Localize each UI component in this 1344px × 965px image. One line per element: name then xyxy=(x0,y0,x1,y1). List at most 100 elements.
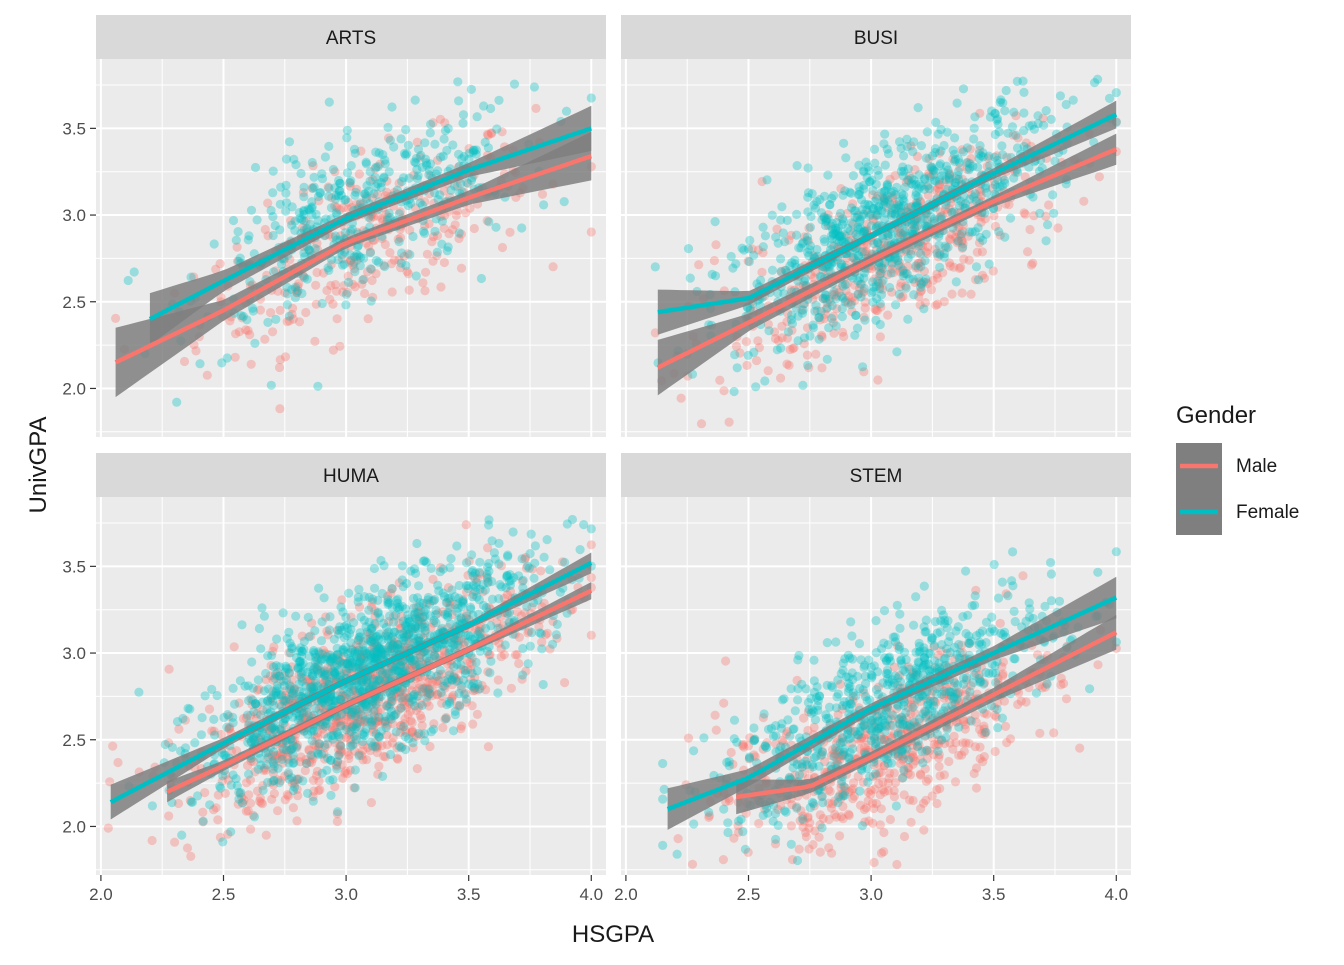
point-male xyxy=(849,778,858,787)
point-male xyxy=(483,130,492,139)
facet-strip-label: BUSI xyxy=(854,28,898,49)
point-female xyxy=(397,134,406,143)
point-female xyxy=(430,227,439,236)
point-male xyxy=(333,314,342,323)
point-female xyxy=(787,315,796,324)
point-male xyxy=(688,860,697,869)
point-female xyxy=(383,123,392,132)
point-female xyxy=(366,636,375,645)
point-male xyxy=(1017,697,1026,706)
point-female xyxy=(298,776,307,785)
point-female xyxy=(445,563,454,572)
point-male xyxy=(436,282,445,291)
point-male xyxy=(936,771,945,780)
point-female xyxy=(711,217,720,226)
point-female xyxy=(931,144,940,153)
point-female xyxy=(332,764,341,773)
point-female xyxy=(418,684,427,693)
point-male xyxy=(967,290,976,299)
point-female xyxy=(943,243,952,252)
point-female xyxy=(440,610,449,619)
point-male xyxy=(241,325,250,334)
point-male xyxy=(367,798,376,807)
point-female xyxy=(213,691,222,700)
point-female xyxy=(441,126,450,135)
point-female xyxy=(467,550,476,559)
point-female xyxy=(823,171,832,180)
point-male xyxy=(329,346,338,355)
point-female xyxy=(485,668,494,677)
point-female xyxy=(256,644,265,653)
point-female xyxy=(350,191,359,200)
point-female xyxy=(457,681,466,690)
point-female xyxy=(503,551,512,560)
point-female xyxy=(991,109,1000,118)
point-female xyxy=(247,657,256,666)
facet-huma: HUMA xyxy=(96,453,606,875)
point-male xyxy=(273,806,282,815)
point-female xyxy=(304,613,313,622)
point-male xyxy=(947,290,956,299)
point-male xyxy=(674,834,683,843)
point-female xyxy=(401,125,410,134)
point-male xyxy=(1093,660,1102,669)
point-male xyxy=(183,843,192,852)
point-female xyxy=(972,262,981,271)
point-female xyxy=(370,564,379,573)
point-female xyxy=(372,256,381,265)
point-male xyxy=(876,332,885,341)
point-female xyxy=(349,618,358,627)
point-female xyxy=(388,584,397,593)
point-female xyxy=(475,558,484,567)
point-female xyxy=(308,158,317,167)
point-female xyxy=(271,221,280,230)
point-female xyxy=(419,227,428,236)
point-female xyxy=(322,766,331,775)
point-female xyxy=(134,688,143,697)
point-female xyxy=(216,784,225,793)
point-female xyxy=(219,713,228,722)
point-male xyxy=(587,631,596,640)
point-male xyxy=(468,720,477,729)
point-female xyxy=(883,191,892,200)
point-female xyxy=(904,164,913,173)
point-female xyxy=(324,142,333,151)
point-female xyxy=(560,197,569,206)
point-female xyxy=(768,211,777,220)
point-female xyxy=(398,575,407,584)
point-female xyxy=(825,200,834,209)
point-male xyxy=(440,258,449,267)
point-female xyxy=(783,216,792,225)
point-female xyxy=(839,139,848,148)
point-female xyxy=(271,688,280,697)
point-female xyxy=(856,292,865,301)
point-female xyxy=(313,748,322,757)
point-male xyxy=(514,659,523,668)
point-female xyxy=(996,95,1005,104)
point-male xyxy=(1035,729,1044,738)
point-female xyxy=(744,351,753,360)
point-female xyxy=(518,554,527,563)
point-male xyxy=(231,353,240,362)
point-female xyxy=(395,742,404,751)
point-female xyxy=(803,361,812,370)
point-female xyxy=(368,742,377,751)
point-female xyxy=(851,311,860,320)
point-female xyxy=(484,515,493,524)
point-female xyxy=(427,727,436,736)
point-female xyxy=(392,727,401,736)
point-male xyxy=(531,104,540,113)
point-male xyxy=(1002,738,1011,747)
point-female xyxy=(808,321,817,330)
point-male xyxy=(494,675,503,684)
point-female xyxy=(236,676,245,685)
point-female xyxy=(872,180,881,189)
point-female xyxy=(874,171,883,180)
point-female xyxy=(205,800,214,809)
point-female xyxy=(406,566,415,575)
point-male xyxy=(972,783,981,792)
point-male xyxy=(782,360,791,369)
point-female xyxy=(376,630,385,639)
point-female xyxy=(295,679,304,688)
